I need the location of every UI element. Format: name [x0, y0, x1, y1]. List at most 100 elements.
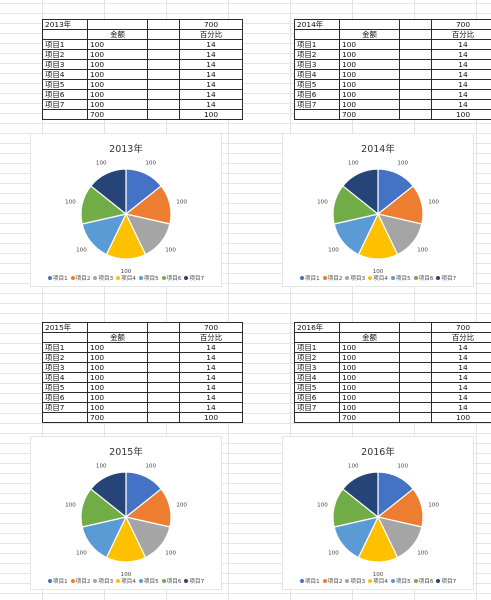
- cell[interactable]: [399, 69, 432, 80]
- percent-cell[interactable]: 14: [431, 372, 491, 383]
- amount-cell[interactable]: 100: [87, 99, 148, 110]
- cell[interactable]: [339, 19, 400, 30]
- percent-cell[interactable]: 14: [431, 382, 491, 393]
- cell[interactable]: [399, 352, 432, 363]
- cell[interactable]: [399, 59, 432, 70]
- item-name-cell[interactable]: 项目5: [294, 382, 340, 393]
- item-name-cell[interactable]: 项目2: [42, 49, 88, 60]
- sum-amount-cell[interactable]: 700: [87, 412, 148, 423]
- percent-cell[interactable]: 14: [431, 69, 491, 80]
- sum-amount-cell[interactable]: 700: [339, 412, 400, 423]
- percent-cell[interactable]: 14: [179, 402, 243, 413]
- cell[interactable]: [147, 59, 180, 70]
- cell[interactable]: [87, 19, 148, 30]
- percent-header[interactable]: 百分比: [179, 29, 243, 40]
- cell[interactable]: [147, 49, 180, 60]
- percent-cell[interactable]: 14: [431, 342, 491, 353]
- cell[interactable]: [147, 342, 180, 353]
- sum-percent-cell[interactable]: 100: [431, 109, 491, 120]
- cell[interactable]: [399, 79, 432, 90]
- percent-header[interactable]: 百分比: [431, 29, 491, 40]
- amount-cell[interactable]: 100: [87, 392, 148, 403]
- item-name-cell[interactable]: 项目4: [42, 69, 88, 80]
- year-cell[interactable]: 2016年: [294, 322, 340, 333]
- item-name-cell[interactable]: 项目4: [294, 69, 340, 80]
- pie-slice[interactable]: [89, 168, 127, 216]
- sum-percent-cell[interactable]: 100: [179, 109, 243, 120]
- cell[interactable]: [147, 352, 180, 363]
- cell[interactable]: [399, 39, 432, 50]
- item-name-cell[interactable]: 项目2: [294, 49, 340, 60]
- amount-cell[interactable]: 100: [339, 69, 400, 80]
- sum-percent-cell[interactable]: 100: [431, 412, 491, 423]
- percent-cell[interactable]: 14: [431, 352, 491, 363]
- percent-cell[interactable]: 14: [179, 352, 243, 363]
- item-name-cell[interactable]: 项目7: [294, 402, 340, 413]
- cell[interactable]: [399, 332, 432, 343]
- sum-amount-cell[interactable]: 700: [87, 109, 148, 120]
- amount-cell[interactable]: 100: [339, 39, 400, 50]
- percent-cell[interactable]: 14: [431, 49, 491, 60]
- cell[interactable]: [399, 392, 432, 403]
- cell[interactable]: [399, 29, 432, 40]
- cell[interactable]: [147, 412, 180, 423]
- amount-cell[interactable]: 100: [339, 402, 400, 413]
- cell[interactable]: [147, 372, 180, 383]
- item-name-cell[interactable]: 项目6: [42, 89, 88, 100]
- amount-header[interactable]: 金额: [339, 332, 400, 343]
- cell[interactable]: [294, 412, 340, 423]
- amount-cell[interactable]: 100: [339, 382, 400, 393]
- cell[interactable]: [399, 382, 432, 393]
- cell[interactable]: [147, 69, 180, 80]
- item-name-cell[interactable]: 项目5: [294, 79, 340, 90]
- percent-cell[interactable]: 14: [179, 392, 243, 403]
- percent-cell[interactable]: 14: [179, 362, 243, 373]
- percent-cell[interactable]: 14: [179, 89, 243, 100]
- cell[interactable]: [399, 109, 432, 120]
- amount-header[interactable]: 金额: [87, 29, 148, 40]
- pie-slice[interactable]: [341, 168, 379, 216]
- amount-cell[interactable]: 100: [339, 79, 400, 90]
- amount-cell[interactable]: 100: [87, 59, 148, 70]
- cell[interactable]: [147, 392, 180, 403]
- percent-cell[interactable]: 14: [431, 362, 491, 373]
- percent-cell[interactable]: 14: [431, 89, 491, 100]
- pie-chart[interactable]: 2015年 100 100 100 100 100 100 100 项目1 项目2 项目3 项目4 项目…: [31, 437, 221, 589]
- amount-cell[interactable]: 100: [339, 372, 400, 383]
- pie-slice[interactable]: [341, 471, 379, 519]
- amount-header[interactable]: 金额: [87, 332, 148, 343]
- amount-cell[interactable]: 100: [87, 89, 148, 100]
- cell[interactable]: [399, 99, 432, 110]
- amount-cell[interactable]: 100: [339, 342, 400, 353]
- cell[interactable]: [147, 19, 180, 30]
- cell[interactable]: [87, 322, 148, 333]
- percent-cell[interactable]: 14: [179, 382, 243, 393]
- cell[interactable]: [399, 372, 432, 383]
- cell[interactable]: [399, 402, 432, 413]
- cell[interactable]: [42, 332, 88, 343]
- year-cell[interactable]: 2013年: [42, 19, 88, 30]
- amount-cell[interactable]: 100: [87, 352, 148, 363]
- item-name-cell[interactable]: 项目7: [42, 402, 88, 413]
- cell[interactable]: [42, 412, 88, 423]
- amount-cell[interactable]: 100: [339, 392, 400, 403]
- item-name-cell[interactable]: 项目6: [42, 392, 88, 403]
- cell[interactable]: [147, 29, 180, 40]
- percent-cell[interactable]: 14: [179, 342, 243, 353]
- percent-header[interactable]: 百分比: [179, 332, 243, 343]
- sum-percent-cell[interactable]: 100: [179, 412, 243, 423]
- cell[interactable]: [399, 412, 432, 423]
- amount-cell[interactable]: 100: [87, 362, 148, 373]
- cell[interactable]: [399, 342, 432, 353]
- item-name-cell[interactable]: 项目7: [294, 99, 340, 110]
- item-name-cell[interactable]: 项目4: [42, 372, 88, 383]
- pie-slice[interactable]: [89, 471, 127, 519]
- percent-cell[interactable]: 14: [431, 39, 491, 50]
- amount-cell[interactable]: 100: [87, 372, 148, 383]
- percent-cell[interactable]: 14: [179, 69, 243, 80]
- percent-cell[interactable]: 14: [179, 59, 243, 70]
- total-cell[interactable]: 700: [431, 19, 491, 30]
- cell[interactable]: [294, 332, 340, 343]
- pie-chart[interactable]: 2014年 100 100 100 100 100 100 100 项目1 项目2 项目3 项目4 项目…: [283, 134, 473, 286]
- amount-cell[interactable]: 100: [339, 59, 400, 70]
